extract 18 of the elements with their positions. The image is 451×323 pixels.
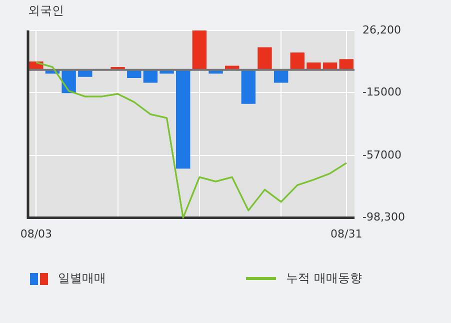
- bar: [274, 70, 288, 83]
- bar: [241, 70, 256, 104]
- y-tick-label: -57000: [362, 148, 402, 162]
- y-tick-label: 26,200: [362, 23, 402, 36]
- bar: [143, 70, 158, 83]
- chart-title: 외국인: [28, 3, 64, 18]
- bar: [258, 47, 272, 70]
- bar: [176, 70, 190, 169]
- x-tick-label: 08/03: [20, 227, 52, 240]
- bar: [306, 62, 321, 70]
- y-tick-label: -15000: [362, 85, 402, 98]
- legend-label: 누적 매매동향: [286, 270, 362, 287]
- y-tick-label: -98,300: [362, 210, 406, 224]
- legend-label: 일별매매: [58, 270, 106, 287]
- bar: [290, 52, 304, 70]
- bar: [339, 59, 354, 70]
- x-tick-label: 08/31: [330, 227, 362, 240]
- bar: [192, 30, 207, 70]
